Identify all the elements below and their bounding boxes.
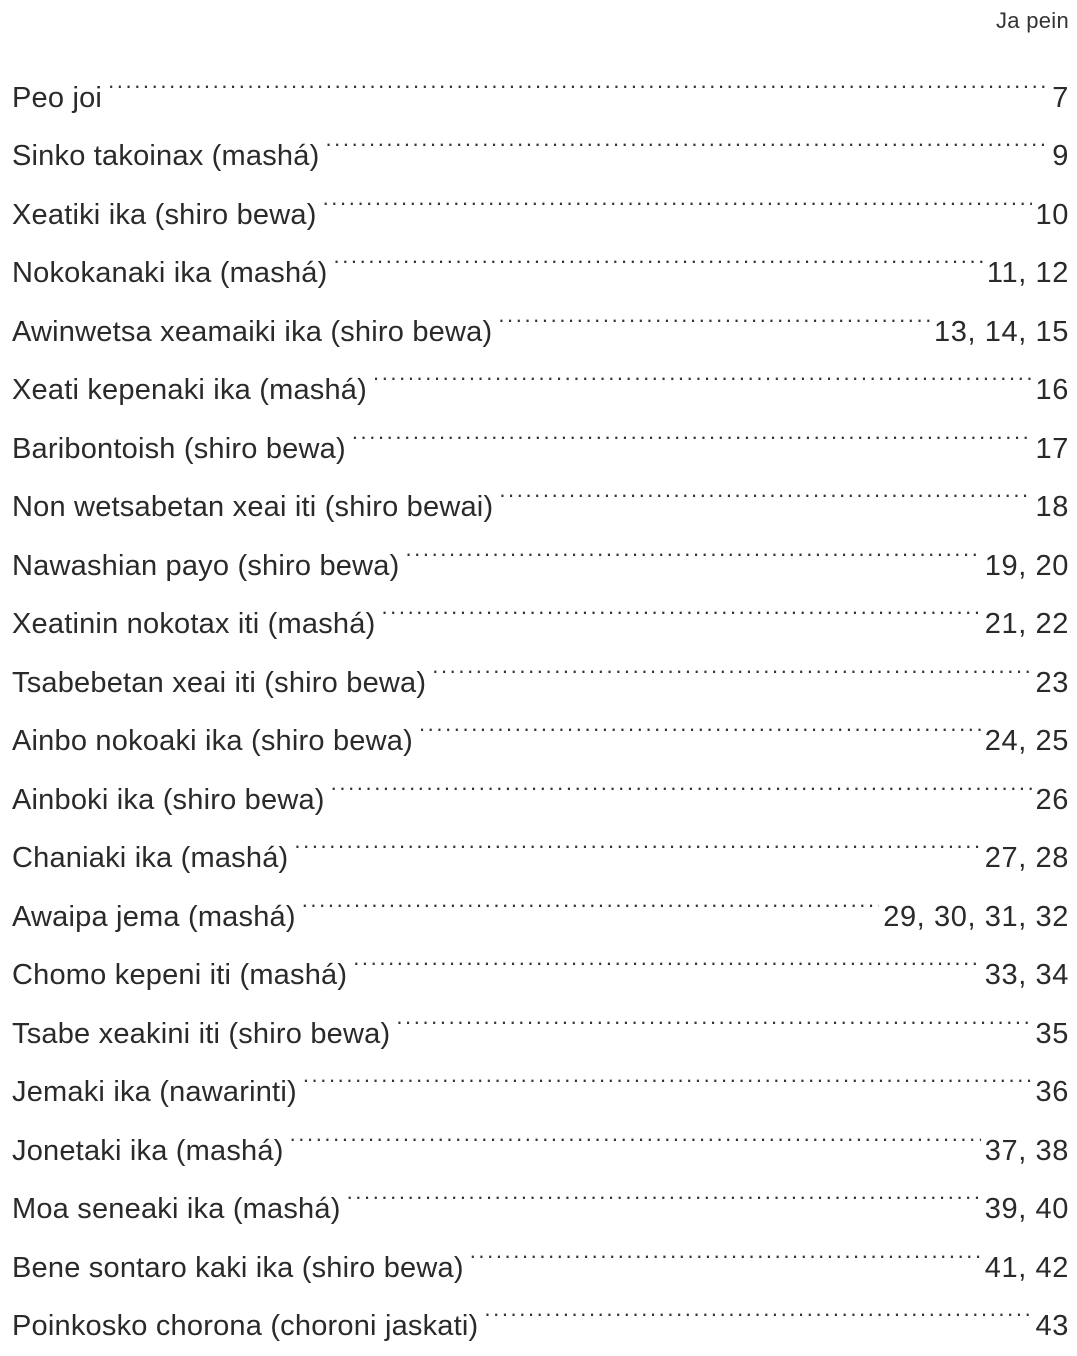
toc-entry-title: Bene sontaro kaki ika (shiro bewa) bbox=[12, 1251, 464, 1284]
toc-entry: Xeatiki ika (shiro bewa) 10 bbox=[12, 165, 1069, 230]
toc-entry: Moa seneaki ika (mashá) 39, 40 bbox=[12, 1160, 1069, 1225]
toc-entry-pages: 39, 40 bbox=[984, 1193, 1069, 1225]
dot-leader bbox=[498, 282, 930, 341]
dot-leader bbox=[323, 165, 1032, 224]
toc-entry-title: Xeati kepenaki ika (mashá) bbox=[12, 374, 367, 406]
toc-entry-title: Jonetaki ika (mashá) bbox=[12, 1134, 284, 1167]
toc-entry-pages: 27, 28 bbox=[984, 842, 1069, 874]
toc-entry-title: Nokokanaki ika (mashá) bbox=[12, 257, 328, 289]
dot-leader bbox=[331, 750, 1032, 809]
toc-entry-title: Jemaki ika (nawarinti) bbox=[12, 1076, 297, 1108]
toc-entry: Xeati kepenaki ika (mashá) 16 bbox=[12, 341, 1069, 406]
toc-entry-title: Xeatiki ika (shiro bewa) bbox=[12, 198, 317, 231]
dot-leader bbox=[333, 224, 982, 283]
toc-entry: Chaniaki ika (mashá) 27, 28 bbox=[12, 809, 1069, 874]
toc-entry: Tsabebetan xeai iti (shiro bewa) 23 bbox=[12, 633, 1069, 698]
page-column-header: Ja pein bbox=[995, 8, 1069, 33]
dot-leader bbox=[419, 692, 981, 751]
dot-leader bbox=[470, 1218, 981, 1277]
dot-leader bbox=[381, 575, 980, 634]
toc-entry-title: Xeatinin nokotax iti (mashá) bbox=[12, 608, 376, 640]
toc-entry-title: Sinko takoinax (mashá) bbox=[12, 140, 320, 172]
dot-leader bbox=[484, 1277, 1031, 1336]
toc-entry: Jonetaki ika (mashá) 37, 38 bbox=[12, 1101, 1069, 1166]
toc-entry-title: Ainboki ika (shiro bewa) bbox=[12, 783, 325, 816]
toc-entry: Peo joi 7 bbox=[12, 48, 1069, 113]
document-page: Ja pein Peo joi 7 Sinko takoinax (mashá)… bbox=[0, 0, 1077, 1328]
toc-entry-title: Nawashian payo (shiro bewa) bbox=[12, 549, 400, 582]
toc-entry-title: Tsabebetan xeai iti (shiro bewa) bbox=[12, 666, 427, 699]
dot-leader bbox=[353, 926, 981, 985]
toc-entry-pages: 16 bbox=[1035, 374, 1069, 406]
dot-leader bbox=[352, 399, 1032, 458]
dot-leader bbox=[302, 867, 880, 926]
toc-entry: Baribontoish (shiro bewa) 17 bbox=[12, 399, 1069, 464]
toc-entry: Nawashian payo (shiro bewa) 19, 20 bbox=[12, 516, 1069, 581]
dot-leader bbox=[396, 984, 1031, 1043]
dot-leader bbox=[303, 1043, 1032, 1102]
toc-entry: Ainboki ika (shiro bewa) 26 bbox=[12, 750, 1069, 815]
toc-entry-title: Peo joi bbox=[12, 81, 103, 114]
toc-entry-title: Baribontoish (shiro bewa) bbox=[12, 432, 346, 465]
dot-leader bbox=[373, 341, 1032, 400]
toc-entry-title: Chomo kepeni iti (mashá) bbox=[12, 959, 348, 991]
toc-entry-title: Chaniaki ika (mashá) bbox=[12, 842, 289, 874]
toc-entry-pages: 17 bbox=[1035, 432, 1069, 465]
toc-entry-pages: 37, 38 bbox=[984, 1134, 1069, 1167]
toc-entry: Nokokanaki ika (mashá) 11, 12 bbox=[12, 224, 1069, 289]
toc-entry-pages: 35 bbox=[1035, 1017, 1069, 1050]
toc-entry-pages: 18 bbox=[1035, 491, 1069, 523]
toc-entry: Tsabe xeakini iti (shiro bewa) 35 bbox=[12, 984, 1069, 1049]
table-of-contents: Peo joi 7 Sinko takoinax (mashá) 9 Xeati… bbox=[12, 48, 1069, 1342]
dot-leader bbox=[294, 809, 980, 868]
dot-leader bbox=[499, 458, 1031, 517]
toc-entry: Sinko takoinax (mashá) 9 bbox=[12, 107, 1069, 172]
toc-entry-pages: 23 bbox=[1035, 666, 1069, 699]
toc-entry-pages: 9 bbox=[1052, 140, 1069, 172]
toc-entry: Chomo kepeni iti (mashá) 33, 34 bbox=[12, 926, 1069, 991]
toc-entry-pages: 43 bbox=[1035, 1310, 1069, 1342]
toc-entry: Jemaki ika (nawarinti) 36 bbox=[12, 1043, 1069, 1108]
toc-entry-pages: 11, 12 bbox=[986, 257, 1069, 289]
dot-leader bbox=[405, 516, 980, 575]
dot-leader bbox=[290, 1101, 981, 1160]
toc-entry-pages: 26 bbox=[1035, 783, 1069, 816]
toc-entry-pages: 7 bbox=[1052, 81, 1069, 114]
toc-entry-title: Moa seneaki ika (mashá) bbox=[12, 1193, 341, 1225]
toc-entry-title: Awaipa jema (mashá) bbox=[12, 900, 296, 933]
dot-leader bbox=[325, 107, 1048, 166]
dot-leader bbox=[432, 633, 1031, 692]
dot-leader bbox=[347, 1160, 981, 1219]
toc-entry-title: Poinkosko chorona (choroni jaskati) bbox=[12, 1310, 479, 1342]
toc-entry-pages: 10 bbox=[1035, 198, 1069, 231]
dot-leader bbox=[108, 48, 1048, 107]
toc-entry-pages: 19, 20 bbox=[984, 549, 1069, 582]
toc-entry-pages: 36 bbox=[1035, 1076, 1069, 1108]
toc-entry: Awaipa jema (mashá) 29, 30, 31, 32 bbox=[12, 867, 1069, 932]
